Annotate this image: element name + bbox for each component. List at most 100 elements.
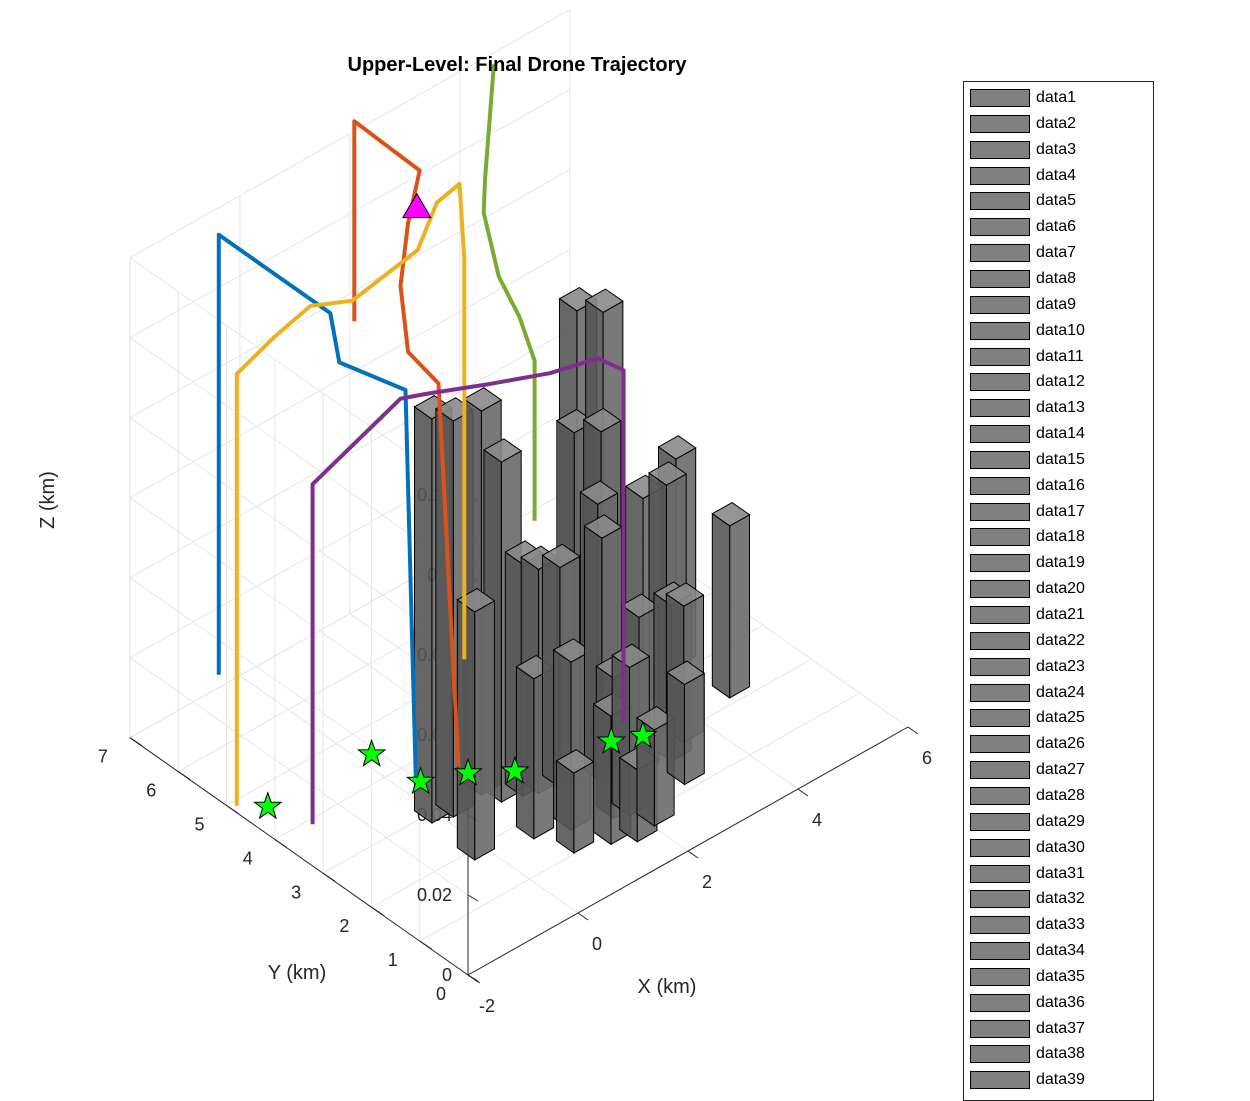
start-star-marker — [253, 791, 283, 820]
legend-label: data30 — [1036, 838, 1085, 856]
legend-entry: data24 — [970, 683, 1085, 703]
back-wall-grid-z — [129, 89, 571, 339]
building-bars — [413, 286, 751, 861]
legend-swatch — [970, 1045, 1030, 1064]
legend-swatch — [970, 295, 1030, 314]
legend-entry: data36 — [970, 993, 1085, 1013]
legend-swatch — [970, 606, 1030, 624]
chart-title: Upper-Level: Final Drone Trajectory — [348, 54, 688, 76]
legend-label: data1 — [1036, 89, 1077, 106]
legend-label: data37 — [1036, 1019, 1085, 1037]
y-tick-label: 4 — [243, 848, 253, 868]
trajectory-line-1 — [216, 232, 418, 779]
legend-entry: data26 — [970, 734, 1085, 754]
legend-swatch — [970, 425, 1030, 444]
legend-entry: data31 — [970, 864, 1085, 884]
start-star-marker — [405, 766, 436, 795]
trajectory-lines — [216, 64, 626, 825]
goal-triangle-marker — [401, 192, 432, 219]
legend-swatch — [970, 657, 1030, 676]
legend-swatch — [970, 218, 1030, 237]
legend-swatch — [970, 89, 1030, 107]
y-tick-mark — [371, 906, 384, 916]
left-wall-grid-z — [129, 657, 469, 896]
y-tick-label: 1 — [388, 950, 398, 970]
legend-label: data3 — [1036, 140, 1077, 158]
legend-label: data29 — [1036, 812, 1085, 830]
legend-label: data28 — [1036, 786, 1085, 804]
legend-swatch — [970, 114, 1030, 133]
legend-entry: data15 — [970, 450, 1085, 470]
legend-swatch — [970, 916, 1030, 935]
legend-swatch — [970, 890, 1030, 909]
y-tick-mark — [274, 838, 288, 848]
legend-entry: data34 — [970, 941, 1085, 961]
legend-swatch — [970, 1019, 1030, 1038]
x-tick-mark — [577, 912, 589, 921]
legend-entry: data17 — [970, 502, 1085, 522]
left-wall-grid-z — [129, 577, 469, 816]
y-tick-label: 0 — [436, 984, 446, 1004]
legend-swatch — [970, 967, 1030, 986]
z-tick-mark — [467, 974, 479, 982]
building-bar — [555, 749, 595, 854]
legend-label: data35 — [1036, 967, 1085, 985]
legend-label: data39 — [1036, 1071, 1085, 1089]
legend-swatch — [970, 321, 1030, 340]
legend-entry: data35 — [970, 967, 1085, 987]
legend-label: data20 — [1036, 580, 1085, 598]
legend-swatch — [970, 580, 1030, 599]
legend-label: data6 — [1036, 218, 1077, 236]
start-star-marker — [596, 725, 627, 755]
y-tick-label: 3 — [291, 882, 301, 902]
legend-label: data25 — [1036, 709, 1085, 727]
y-tick-label: 6 — [146, 781, 156, 801]
x-tick-mark — [687, 850, 699, 859]
y-axis-label: Y (km) — [268, 962, 327, 984]
legend-label: data5 — [1036, 192, 1077, 210]
legend-label: data26 — [1036, 735, 1085, 753]
legend-label: data38 — [1036, 1045, 1085, 1063]
legend-label: data8 — [1036, 269, 1077, 287]
legend-label: data33 — [1036, 916, 1085, 934]
legend-label: data24 — [1036, 683, 1085, 701]
legend-swatch — [970, 993, 1030, 1012]
legend-entry: data23 — [970, 657, 1085, 677]
legend-entry: data32 — [970, 889, 1085, 909]
legend-swatch — [970, 786, 1030, 805]
legend-swatch — [970, 554, 1030, 573]
back-wall-grid-z — [129, 9, 571, 259]
z-tick-label: 0.02 — [417, 885, 452, 905]
y-tick-label: 5 — [194, 815, 204, 835]
building-bar — [456, 588, 496, 861]
legend-entry: data1 — [970, 88, 1076, 108]
back-wall-grid-z — [129, 169, 571, 419]
legend-label: data15 — [1036, 450, 1085, 468]
start-star-marker — [453, 757, 483, 786]
legend-entry: data30 — [970, 838, 1085, 858]
legend-entry: data7 — [970, 243, 1076, 263]
z-tick-mark — [467, 894, 479, 902]
legend-entry: data8 — [970, 269, 1076, 289]
x-tick-mark — [907, 726, 919, 735]
y-tick-label: 2 — [339, 916, 349, 936]
legend-label: data7 — [1036, 244, 1077, 262]
trajectory-line-4 — [481, 64, 537, 521]
legend-swatch — [970, 1071, 1030, 1090]
legend: data1 data2 data3 data4 data5 data6 data7 data8… — [963, 81, 1154, 1101]
legend-label: data14 — [1036, 425, 1085, 443]
legend-swatch — [970, 347, 1030, 366]
legend-swatch — [970, 192, 1030, 211]
y-tick-label: 7 — [98, 747, 108, 767]
legend-swatch — [970, 399, 1030, 418]
legend-entry: data3 — [970, 140, 1076, 160]
legend-entry: data21 — [970, 605, 1085, 625]
legend-entry: data2 — [970, 114, 1076, 134]
start-star-marker — [628, 720, 658, 749]
x-tick-label: 0 — [592, 934, 602, 954]
legend-entry: data19 — [970, 553, 1085, 573]
y-tick-mark — [177, 771, 191, 781]
legend-entry: data4 — [970, 166, 1076, 186]
start-star-marker — [500, 755, 530, 784]
x-axis-label: X (km) — [638, 976, 697, 998]
